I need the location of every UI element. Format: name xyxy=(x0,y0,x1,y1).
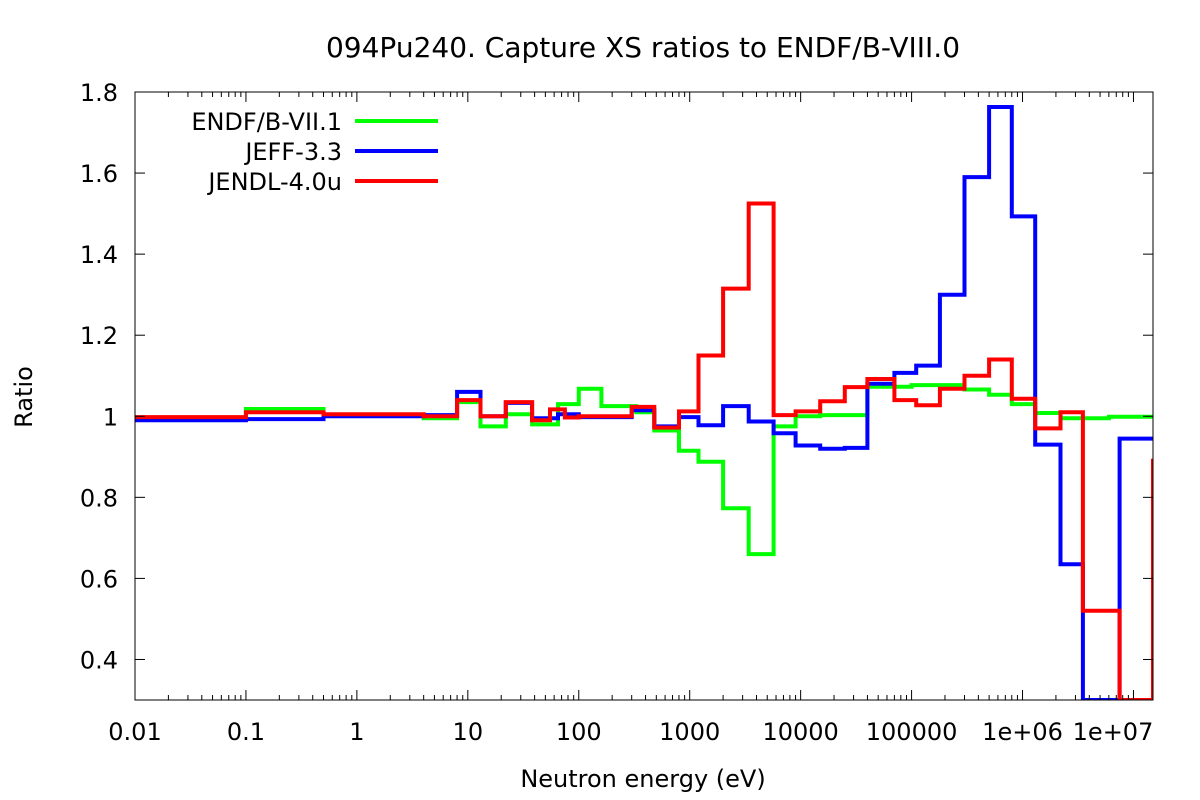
y-tick-label: 1.4 xyxy=(80,241,118,269)
tick-layer: 0.01 0.1 1 10 100 1000 10000 100000 1e+06 1e+07 0.… xyxy=(80,79,1154,746)
x-tick-label: 100000 xyxy=(866,718,958,746)
legend-label-1: ENDF/B-VII.1 xyxy=(191,108,342,136)
y-tick-label: 0.4 xyxy=(80,646,118,674)
x-tick-label: 0.01 xyxy=(108,718,161,746)
y-axis-label: Ratio xyxy=(10,366,38,428)
series-line-3 xyxy=(135,201,1153,700)
y-tick-label: 0.6 xyxy=(80,565,118,593)
x-tick-label: 1e+07 xyxy=(1073,718,1154,746)
x-axis-label: Neutron energy (eV) xyxy=(520,765,765,793)
x-tick-label: 1e+06 xyxy=(982,718,1063,746)
legend-label-2: JEFF-3.3 xyxy=(243,138,342,166)
y-tick-label: 0.8 xyxy=(80,484,118,512)
legend-label-3: JENDL-4.0u xyxy=(206,168,342,196)
x-tick-label: 1 xyxy=(349,718,364,746)
plot-frame xyxy=(134,91,1154,701)
series-layer xyxy=(135,105,1153,700)
y-tick-label: 1.2 xyxy=(80,322,118,350)
x-tick-label: 1000 xyxy=(659,718,720,746)
x-tick-label: 100 xyxy=(556,718,602,746)
x-tick-label: 10000 xyxy=(762,718,838,746)
y-tick-label: 1 xyxy=(103,403,118,431)
y-tick-label: 1.6 xyxy=(80,160,118,188)
y-tick-label: 1.8 xyxy=(80,79,118,107)
x-tick-label: 0.1 xyxy=(227,718,265,746)
x-tick-label: 10 xyxy=(453,718,484,746)
chart-title: 094Pu240. Capture XS ratios to ENDF/B-VI… xyxy=(326,31,960,64)
